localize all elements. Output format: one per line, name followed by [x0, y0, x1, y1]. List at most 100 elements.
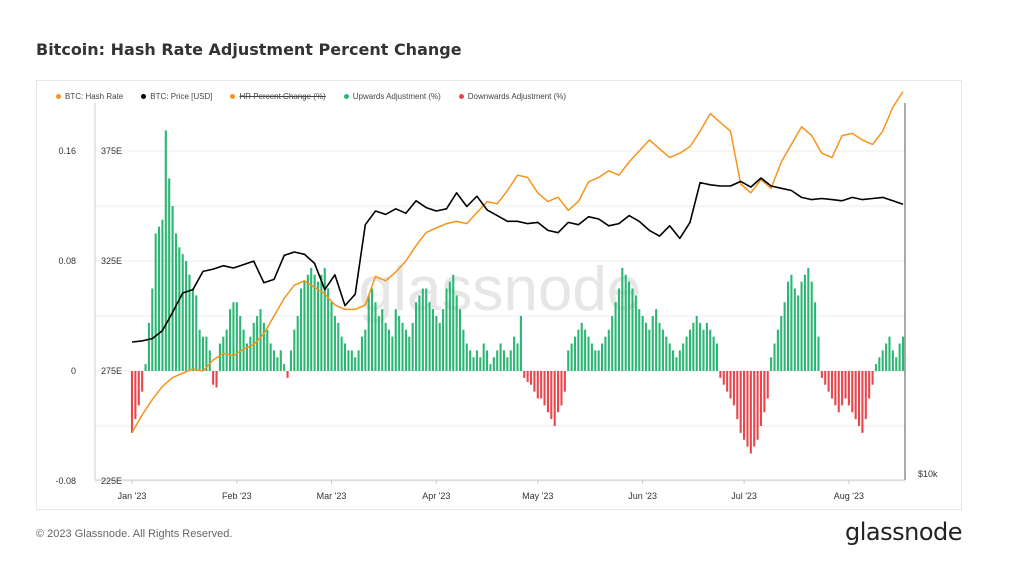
upwards-adjustment-bar	[384, 322, 387, 371]
upwards-adjustment-bar	[401, 322, 404, 371]
legend-item[interactable]: BTC: Hash Rate	[56, 89, 123, 103]
downwards-adjustment-bar	[729, 371, 732, 399]
downwards-adjustment-bar	[536, 371, 539, 399]
upwards-adjustment-bar	[665, 336, 668, 371]
upwards-adjustment-bar	[205, 336, 208, 371]
upwards-adjustment-bar	[154, 233, 157, 371]
upwards-adjustment-bar	[584, 329, 587, 371]
upwards-adjustment-bar	[354, 357, 357, 371]
upwards-adjustment-bar	[218, 343, 221, 371]
upwards-adjustment-bar	[411, 322, 414, 371]
upwards-adjustment-bar	[225, 329, 228, 371]
downwards-adjustment-bar	[543, 371, 546, 406]
upwards-adjustment-bar	[678, 350, 681, 371]
upwards-adjustment-bar	[472, 357, 475, 371]
upwards-adjustment-bar	[672, 350, 675, 371]
upwards-adjustment-bar	[377, 316, 380, 371]
upwards-adjustment-bar	[168, 178, 171, 371]
legend-label: Upwards Adjustment (%)	[352, 91, 441, 101]
upwards-adjustment-bar	[486, 350, 489, 371]
upwards-adjustment-bar	[435, 316, 438, 371]
legend-label: BTC: Hash Rate	[65, 91, 124, 101]
upwards-adjustment-bar	[147, 322, 150, 371]
upwards-adjustment-bar	[628, 281, 631, 371]
upwards-adjustment-bar	[300, 288, 303, 371]
upwards-adjustment-bar	[807, 267, 810, 371]
downwards-adjustment-bar	[824, 371, 827, 385]
upwards-adjustment-bar	[364, 329, 367, 371]
legend-item[interactable]: Downwards Adjustment (%)	[458, 89, 566, 103]
upwards-adjustment-bar	[266, 329, 269, 371]
upwards-adjustment-bar	[239, 316, 242, 371]
downwards-adjustment-bar	[130, 371, 134, 433]
upwards-adjustment-bar	[229, 309, 232, 371]
upwards-adjustment-bar	[333, 316, 336, 371]
x-tick-label: Jul '23	[731, 491, 757, 501]
upwards-adjustment-bar	[604, 336, 607, 371]
upwards-adjustment-bar	[262, 322, 265, 371]
upwards-adjustment-bar	[901, 336, 905, 371]
legend-item[interactable]: Upwards Adjustment (%)	[343, 89, 441, 103]
upwards-adjustment-bar	[327, 288, 330, 371]
upwards-adjustment-bar	[634, 295, 637, 371]
upwards-adjustment-bar	[509, 350, 512, 371]
downwards-adjustment-bar	[847, 371, 850, 406]
chart-title: Bitcoin: Hash Rate Adjustment Percent Ch…	[36, 40, 462, 59]
upwards-adjustment-bar	[661, 329, 664, 371]
upwards-adjustment-bar	[644, 322, 648, 371]
upwards-adjustment-bar	[776, 329, 779, 371]
legend-item[interactable]: BTC: Price [USD]	[141, 89, 212, 103]
upwards-adjustment-bar	[347, 350, 350, 371]
upwards-adjustment-bar	[283, 364, 286, 371]
upwards-adjustment-bar	[330, 302, 333, 371]
upwards-adjustment-bar	[878, 357, 881, 371]
downwards-adjustment-bar	[756, 371, 759, 440]
downwards-adjustment-bar	[736, 371, 739, 420]
upwards-adjustment-bar	[469, 350, 472, 371]
legend-item[interactable]: HR Percent Change (%)	[230, 89, 326, 103]
upwards-adjustment-bar	[600, 343, 604, 371]
downwards-adjustment-bar	[844, 371, 847, 399]
upwards-adjustment-bar	[699, 322, 702, 371]
upwards-adjustment-bar	[712, 336, 715, 371]
upwards-adjustment-bar	[404, 329, 407, 371]
upwards-adjustment-bar	[641, 316, 644, 371]
upwards-adjustment-bar	[675, 357, 678, 371]
upwards-adjustment-bar	[245, 343, 249, 371]
left-axis-tick: 0.08	[58, 256, 76, 266]
upwards-adjustment-bar	[256, 316, 259, 371]
upwards-adjustment-bar	[479, 357, 482, 371]
upwards-adjustment-bar	[780, 316, 783, 371]
upwards-adjustment-bar	[232, 302, 235, 371]
left-axis-tick: 0.16	[58, 146, 76, 156]
downwards-adjustment-bar	[550, 371, 553, 420]
upwards-adjustment-bar	[770, 357, 773, 371]
upwards-adjustment-bar	[448, 281, 451, 371]
downwards-adjustment-bar	[868, 371, 871, 399]
upwards-adjustment-bar	[502, 350, 506, 371]
downwards-adjustment-bar	[861, 371, 864, 433]
left-axis-tick: 0	[71, 366, 76, 376]
downwards-adjustment-bar	[864, 371, 867, 420]
downwards-adjustment-bar	[732, 371, 735, 406]
upwards-adjustment-bar	[607, 329, 610, 371]
upwards-adjustment-bar	[431, 309, 435, 371]
upwards-adjustment-bar	[898, 343, 901, 371]
upwards-adjustment-bar	[259, 309, 262, 371]
upwards-adjustment-bar	[682, 343, 685, 371]
upwards-adjustment-bar	[455, 295, 458, 371]
upwards-adjustment-bar	[709, 329, 712, 371]
upwards-adjustment-bar	[276, 357, 279, 371]
upwards-adjustment-bar	[381, 309, 384, 371]
downwards-adjustment-bar	[871, 371, 874, 385]
downwards-adjustment-bar	[557, 371, 560, 413]
upwards-adjustment-bar	[323, 267, 326, 371]
upwards-adjustment-bar	[793, 288, 796, 371]
downwards-adjustment-bar	[753, 371, 756, 447]
upwards-adjustment-bar	[350, 350, 353, 371]
upwards-adjustment-bar	[580, 322, 583, 371]
upwards-adjustment-bar	[695, 316, 698, 371]
upwards-adjustment-bar	[303, 281, 306, 371]
